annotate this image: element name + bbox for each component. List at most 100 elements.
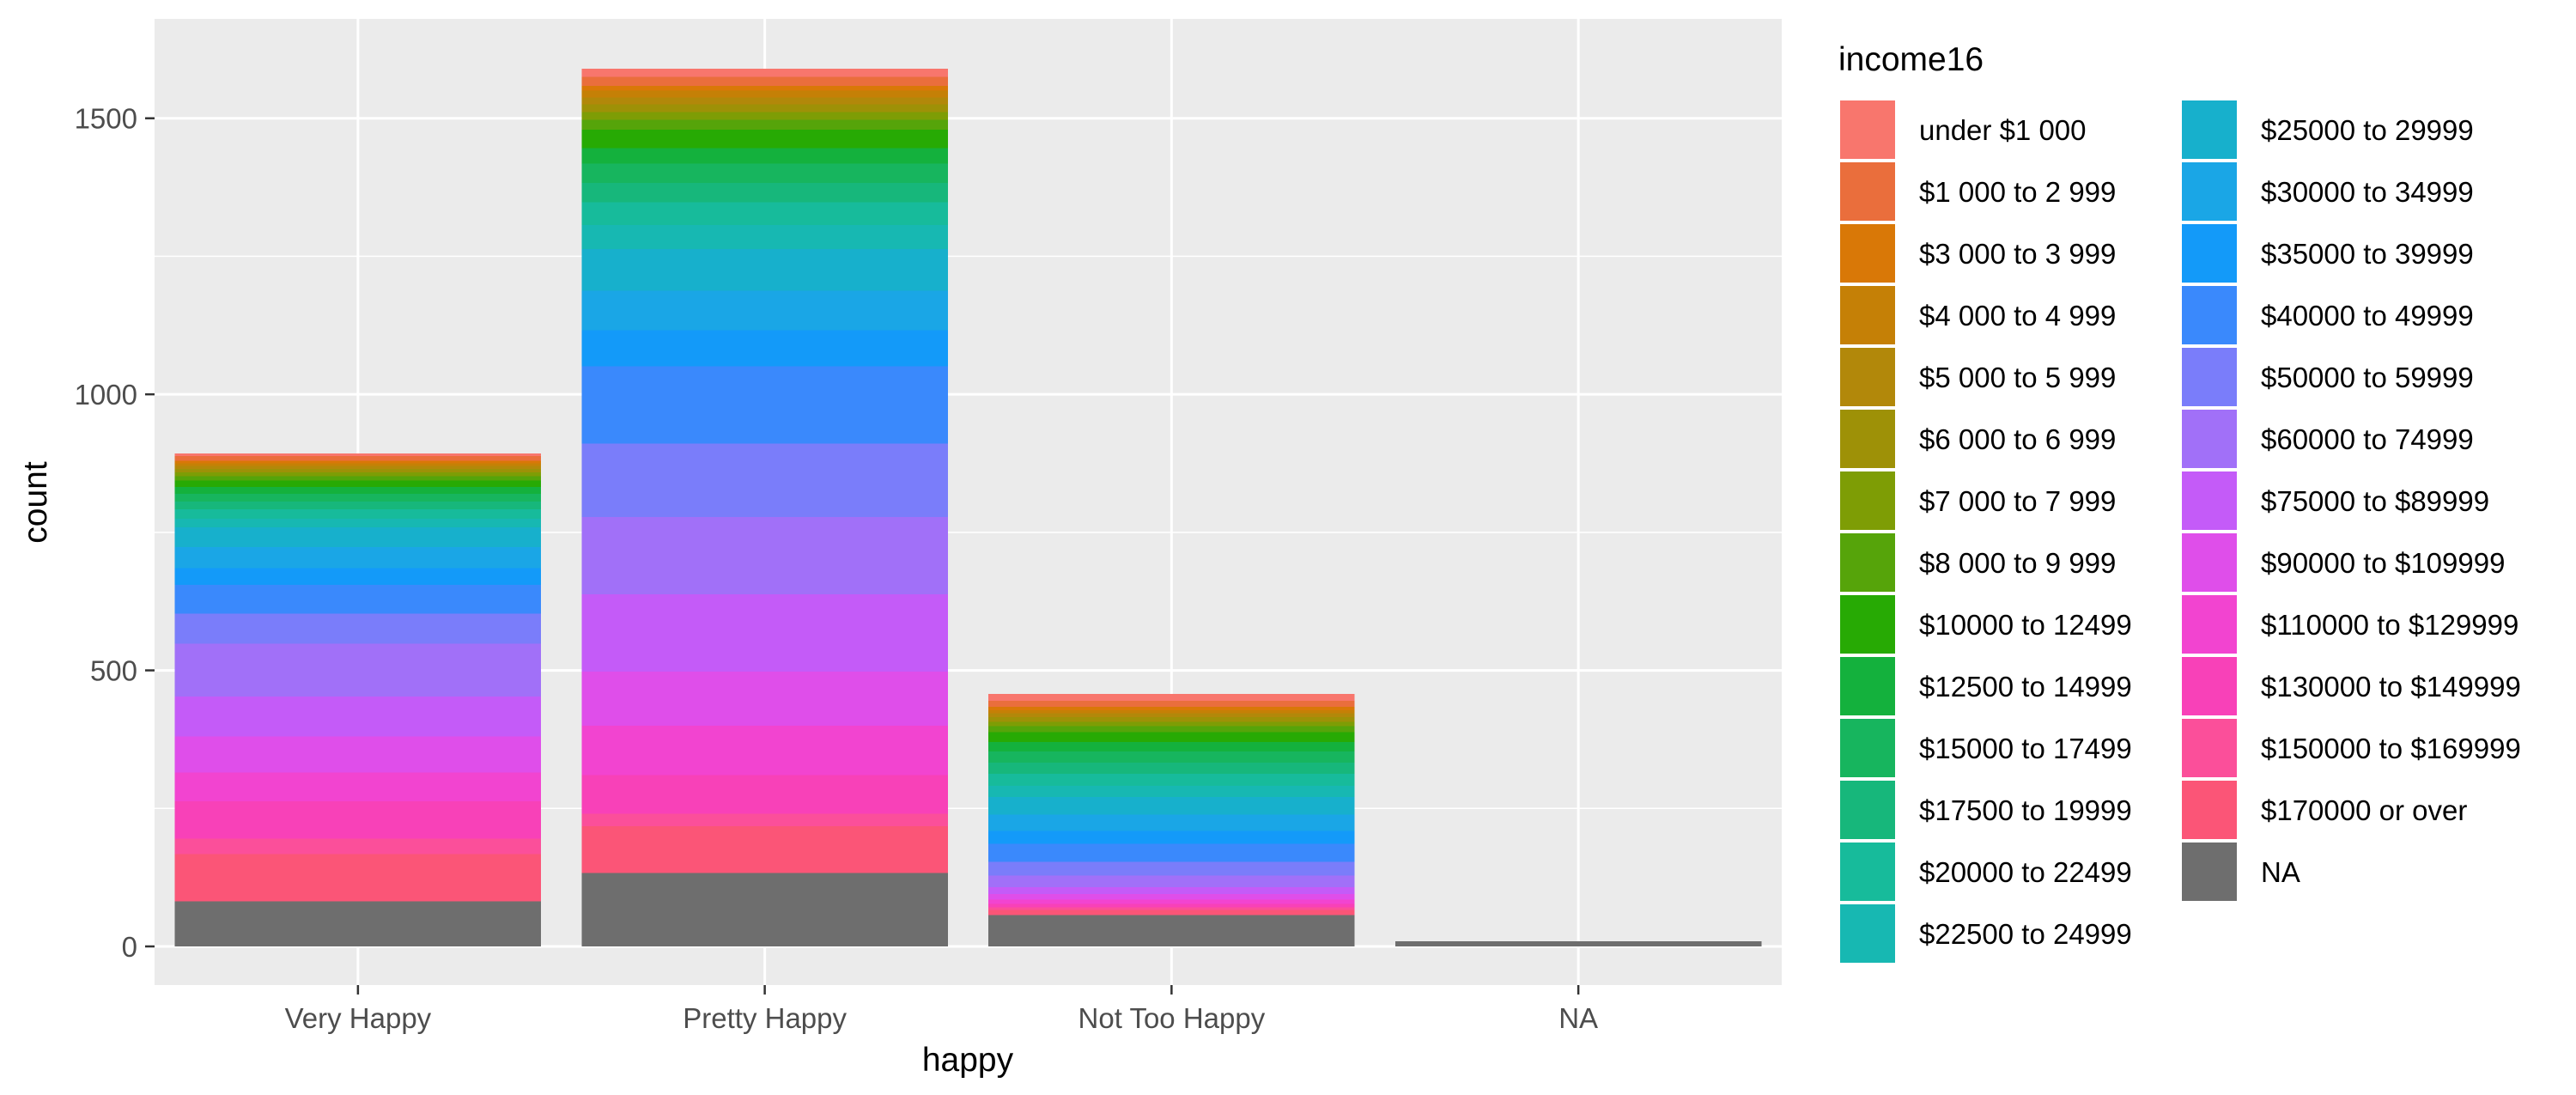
bar-segment [581,873,948,946]
bar-segment [988,907,1355,910]
legend-item: $7 000 to 7 999 [1840,471,2116,530]
legend-item: $170000 or over [2182,781,2467,839]
bar-segment [174,736,542,773]
bar-segment [988,909,1355,916]
legend-key [1840,533,1895,592]
legend-label: $150000 to $169999 [2261,733,2521,764]
bar-segment [581,443,948,517]
legend-key [2182,348,2237,406]
legend-label: $22500 to 24999 [1919,918,2132,950]
bar-segment [174,508,542,519]
legend-item: $5 000 to 5 999 [1840,348,2116,406]
legend-key [2182,471,2237,530]
legend-label: $25000 to 29999 [2261,114,2474,146]
legend: income16 under $1 000 $1 000 to 2 999 $3 0… [1838,41,2521,963]
legend-label: $20000 to 22499 [1919,856,2132,888]
bar-segment [988,762,1355,774]
legend-item: $1 000 to 2 999 [1840,162,2116,221]
legend-label: $5 000 to 5 999 [1919,362,2116,393]
bar-segment [174,518,542,528]
bar-segment [988,887,1355,894]
legend-label: $90000 to $109999 [2261,547,2505,579]
bar-segment [174,460,542,464]
legend-label: $6 000 to 6 999 [1919,423,2116,455]
legend-key [2182,410,2237,468]
bar-segment [988,721,1355,727]
bar-stack-very-happy [174,453,542,946]
legend-label: NA [2261,856,2300,888]
legend-item: $130000 to $149999 [2182,657,2521,715]
legend-label: $60000 to 74999 [2261,423,2474,455]
legend-key [2182,533,2237,592]
bar-segment [988,814,1355,831]
bar-segment [174,476,542,481]
bar-segment [581,163,948,183]
bar-segment [174,487,542,494]
legend-key [2182,719,2237,777]
legend-item: $35000 to 39999 [2182,224,2474,283]
legend-key [2182,657,2237,715]
bar-segment [988,796,1355,815]
bar-stack-pretty-happy [581,68,948,946]
bar-segment [581,775,948,814]
legend-label: $10000 to 12499 [1919,609,2132,641]
bar-segment [988,732,1355,743]
bar-segment [988,742,1355,752]
x-axis-label: happy [922,1042,1014,1079]
bar-segment [581,671,948,726]
bar-segment [174,465,542,469]
legend-item: $150000 to $169999 [2182,719,2521,777]
legend-key [2182,781,2237,839]
bar-segment [581,119,948,131]
bar-segment [581,249,948,291]
bar-segment [988,709,1355,714]
legend-label: $40000 to 49999 [2261,300,2474,332]
bar-segment [174,501,542,509]
legend-item: $60000 to 74999 [2182,410,2474,468]
bar-stack-not-too-happy [988,694,1355,946]
legend-label: $75000 to $89999 [2261,485,2489,517]
bar-segment [988,773,1355,786]
bar-segment [988,861,1355,876]
legend-item: $22500 to 24999 [1840,904,2132,963]
bar-segment [988,726,1355,733]
legend-item: $50000 to 59999 [2182,348,2474,406]
legend-key [1840,781,1895,839]
legend-key [1840,410,1895,468]
legend-key [1840,162,1895,221]
bar-segment [174,547,542,569]
legend-label: $12500 to 14999 [1919,671,2132,703]
bar-segment [988,915,1355,946]
bar-segment [174,643,542,697]
legend-item: $90000 to $109999 [2182,533,2505,592]
x-axis: Very Happy Pretty Happy Not Too Happy NA [285,985,1598,1034]
legend-item: $4 000 to 4 999 [1840,286,2116,344]
legend-key [2182,286,2237,344]
bar-segment [988,713,1355,718]
legend-label: $35000 to 39999 [2261,238,2474,270]
bar-segment [581,516,948,594]
legend-key [1840,224,1895,283]
bar-segment [174,800,542,839]
bar-segment [988,830,1355,844]
bar-segment [581,593,948,672]
legend-label: $50000 to 59999 [2261,362,2474,393]
y-axis-label: count [17,461,54,544]
legend-key [1840,843,1895,901]
bar-segment [174,480,542,488]
legend-label: $110000 to $129999 [2261,609,2518,641]
legend-key [2182,224,2237,283]
bar-segment [174,493,542,502]
bar-segment [174,584,542,614]
bar-segment [581,104,948,113]
legend-item: $75000 to $89999 [2182,471,2489,530]
x-tick-label: Very Happy [285,1002,432,1034]
bar-segment [174,696,542,737]
legend-item: $3 000 to 3 999 [1840,224,2116,283]
bars [174,68,1762,946]
bar-segment [581,97,948,105]
bar-segment [581,725,948,776]
bar-segment [174,456,542,461]
y-tick-label: 1000 [75,379,137,411]
bar-segment [174,453,542,457]
